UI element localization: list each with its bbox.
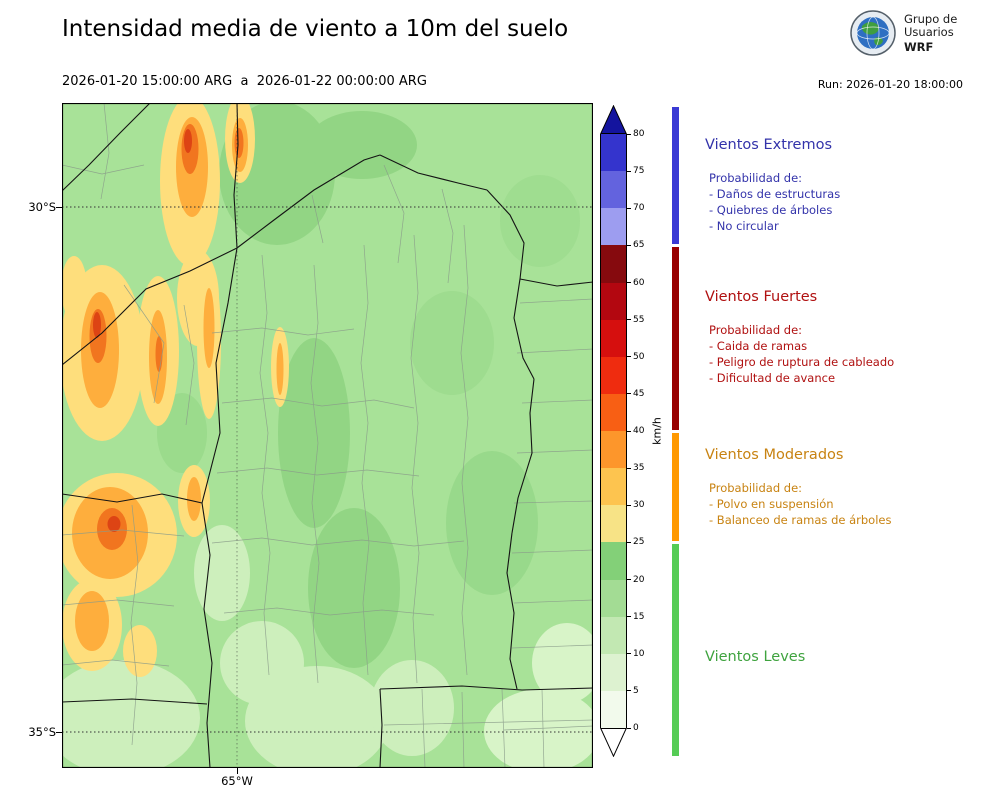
legend-title-extremos: Vientos Extremos <box>705 137 833 153</box>
y-axis-tick-35s <box>56 732 62 733</box>
legend-item: - Polvo en suspensión <box>709 497 834 511</box>
colorbar-tick-40: 40 <box>627 426 644 436</box>
legend-strip-fuertes <box>672 246 679 430</box>
colorbar-segment <box>601 134 626 172</box>
y-axis-label-30s: 30°S <box>28 200 56 214</box>
page-title: Intensidad media de viento a 10m del sue… <box>62 16 569 42</box>
legend-title-leves: Vientos Leves <box>705 649 806 665</box>
map-panel <box>44 95 602 776</box>
run-timestamp: Run: 2026-01-20 18:00:00 <box>817 78 963 91</box>
colorbar-segment <box>601 542 626 580</box>
colorbar-tick-30: 30 <box>627 500 644 510</box>
y-axis-tick-30s <box>56 207 62 208</box>
wind-field-strong-red-core <box>93 129 192 532</box>
colorbar-segment <box>601 505 626 543</box>
colorbar-segment <box>601 468 626 506</box>
logo-org-line1: Grupo de <box>904 11 958 26</box>
colorbar-tick-70: 70 <box>627 203 644 213</box>
colorbar-segment <box>601 616 626 654</box>
colorbar-segment <box>601 579 626 617</box>
colorbar-tick-55: 55 <box>627 315 644 325</box>
colorbar-segment <box>601 356 626 394</box>
colorbar-segment <box>601 208 626 246</box>
legend-item: - No circular <box>709 219 779 233</box>
date-range: 2026-01-20 15:00:00 ARG a 2026-01-22 00:… <box>62 74 427 89</box>
colorbar-segment <box>601 393 626 431</box>
x-axis-label-65w: 65°W <box>221 774 253 788</box>
colorbar-ticks: 0 5 10 15 20 25 30 35 40 45 50 55 60 65 70 75 80 <box>627 105 673 757</box>
legend-category-leves: Vientos Leves <box>705 648 990 682</box>
colorbar-over-arrow <box>600 105 627 134</box>
wrf-logo: Grupo de Usuarios WRF <box>850 10 957 56</box>
colorbar-tick-0: 0 <box>627 723 639 733</box>
globe-icon <box>850 10 896 56</box>
legend-probability-label: Probabilidad de: <box>709 481 803 495</box>
colorbar-tick-25: 25 <box>627 537 644 547</box>
legend-strip-moderados <box>672 432 679 541</box>
province-boundaries <box>61 102 594 769</box>
legend-category-fuertes: Vientos Fuertes Probabilidad de: - Caida… <box>705 288 990 386</box>
department-boundaries <box>61 102 594 769</box>
colorbar-tick-20: 20 <box>627 575 644 585</box>
colorbar-tick-15: 15 <box>627 612 644 622</box>
colorbar-under-arrow <box>600 728 627 757</box>
legend-item: - Balanceo de ramas de árboles <box>709 513 892 527</box>
map-frame <box>61 102 594 769</box>
colorbar-segment <box>601 653 626 691</box>
legend-strip <box>672 105 679 757</box>
colorbar-segment <box>601 690 626 728</box>
legend-probability-label: Probabilidad de: <box>709 323 803 337</box>
colorbar-tick-60: 60 <box>627 278 644 288</box>
legend-item: - Daños de estructuras <box>709 187 841 201</box>
colorbar-gradient <box>600 134 627 728</box>
colorbar-segment <box>601 431 626 469</box>
colorbar-tick-50: 50 <box>627 352 644 362</box>
colorbar-unit-label: km/h <box>650 417 664 445</box>
colorbar-segment <box>601 319 626 357</box>
colorbar-segment <box>601 245 626 283</box>
colorbar-tick-45: 45 <box>627 389 644 399</box>
colorbar-segment <box>601 171 626 209</box>
legend-item: - Caida de ramas <box>709 339 808 353</box>
grid-lines <box>62 103 593 768</box>
colorbar: 0 5 10 15 20 25 30 35 40 45 50 55 60 65 70 75 80 km/h <box>600 105 684 757</box>
colorbar-tick-5: 5 <box>627 686 639 696</box>
logo-model-name: WRF <box>904 39 934 54</box>
legend-probability-label: Probabilidad de: <box>709 171 803 185</box>
legend-item: - Peligro de ruptura de cableado <box>709 355 895 369</box>
legend-title-fuertes: Vientos Fuertes <box>705 289 818 305</box>
x-axis-tick-65w <box>237 768 238 774</box>
colorbar-tick-75: 75 <box>627 166 644 176</box>
wind-map-svg <box>44 95 602 776</box>
legend-strip-extremos <box>672 106 679 244</box>
wind-field-light-areas <box>44 525 602 776</box>
colorbar-tick-80: 80 <box>627 129 644 139</box>
legend-category-moderados: Vientos Moderados Probabilidad de: - Pol… <box>705 446 990 528</box>
legend-strip-leves <box>672 543 679 756</box>
logo-org-line2: Usuarios <box>904 24 954 39</box>
colorbar-tick-10: 10 <box>627 649 644 659</box>
logo-text: Grupo de Usuarios WRF <box>904 11 958 54</box>
legend-item: - Quiebres de árboles <box>709 203 833 217</box>
colorbar-tick-35: 35 <box>627 463 644 473</box>
legend-title-moderados: Vientos Moderados <box>705 447 844 463</box>
y-axis-label-35s: 35°S <box>28 725 56 739</box>
legend-category-extremos: Vientos Extremos Probabilidad de: - Daño… <box>705 136 990 234</box>
colorbar-segment <box>601 282 626 320</box>
legend-item: - Dificultad de avance <box>709 371 836 385</box>
colorbar-tick-65: 65 <box>627 240 644 250</box>
